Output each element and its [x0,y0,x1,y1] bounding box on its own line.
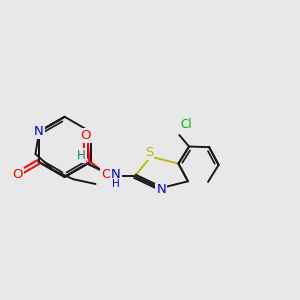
Text: S: S [145,146,153,159]
Text: H: H [77,149,85,162]
Text: N: N [111,169,121,182]
Text: O: O [12,168,23,181]
Text: H: H [112,179,120,189]
Text: N: N [157,183,166,196]
Text: N: N [34,125,44,138]
Text: O: O [81,129,91,142]
Text: Cl: Cl [181,118,192,131]
Text: O: O [101,168,112,181]
